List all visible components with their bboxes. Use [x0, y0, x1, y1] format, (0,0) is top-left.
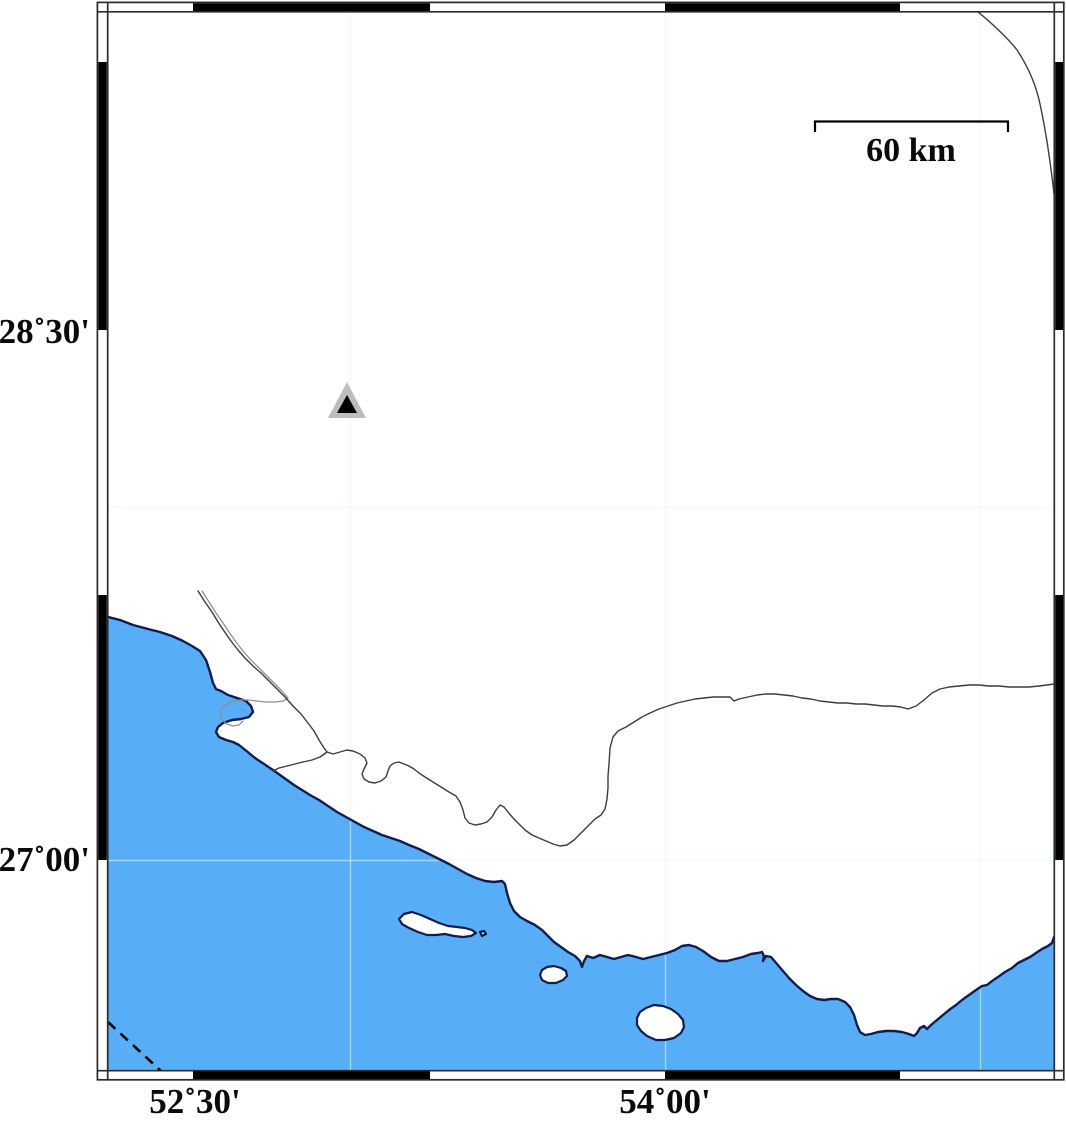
- kish-island: [635, 1003, 686, 1042]
- frame-segment-bottom-1: [193, 1071, 430, 1080]
- scale-bar-label: 60 km: [866, 132, 956, 169]
- triangle-marker-core: [337, 395, 357, 413]
- lon-label-52-30: 52˚30': [149, 1082, 240, 1121]
- frame-outer-rect: [96, 1, 1065, 1081]
- top-right-boundary-curve: [977, 12, 1054, 195]
- river-branch-to-coast: [272, 751, 328, 772]
- frame-segment-top-1: [193, 3, 430, 12]
- river-secondary-line: [201, 590, 289, 727]
- frame-segment-bottom-2: [665, 1071, 900, 1080]
- map-frame: [96, 1, 1065, 1081]
- frame-segment-left-1: [98, 62, 107, 330]
- lon-label-54-00: 54˚00': [619, 1082, 710, 1121]
- lat-label-27-00: 27˚00': [0, 840, 90, 879]
- graticule-annotations: 28˚30' 27˚00' 52˚30' 54˚00': [0, 312, 711, 1121]
- river-main-line: [197, 590, 1054, 847]
- maritime-boundary-dashed-line: [108, 1021, 162, 1071]
- sea-polygon: [108, 617, 1054, 1070]
- lat-label-28-30: 28˚30': [0, 312, 90, 351]
- frame-segment-top-2: [665, 3, 900, 12]
- mainland-coastline: [108, 615, 1054, 1038]
- hendorabi-island: [538, 964, 569, 985]
- scale-bar-bracket: [813, 120, 1010, 132]
- frame-segment-right-1: [1055, 62, 1064, 330]
- frame-segment-left-2: [98, 595, 107, 860]
- station-triangle-marker: [328, 382, 366, 418]
- frame-segment-right-2: [1055, 595, 1064, 860]
- map-interior: 60 km: [108, 12, 1054, 1071]
- graticule-grid: [108, 12, 1054, 1070]
- lavan-islet: [478, 929, 488, 938]
- lavan-island: [397, 910, 478, 939]
- scale-bar: 60 km: [813, 120, 1010, 169]
